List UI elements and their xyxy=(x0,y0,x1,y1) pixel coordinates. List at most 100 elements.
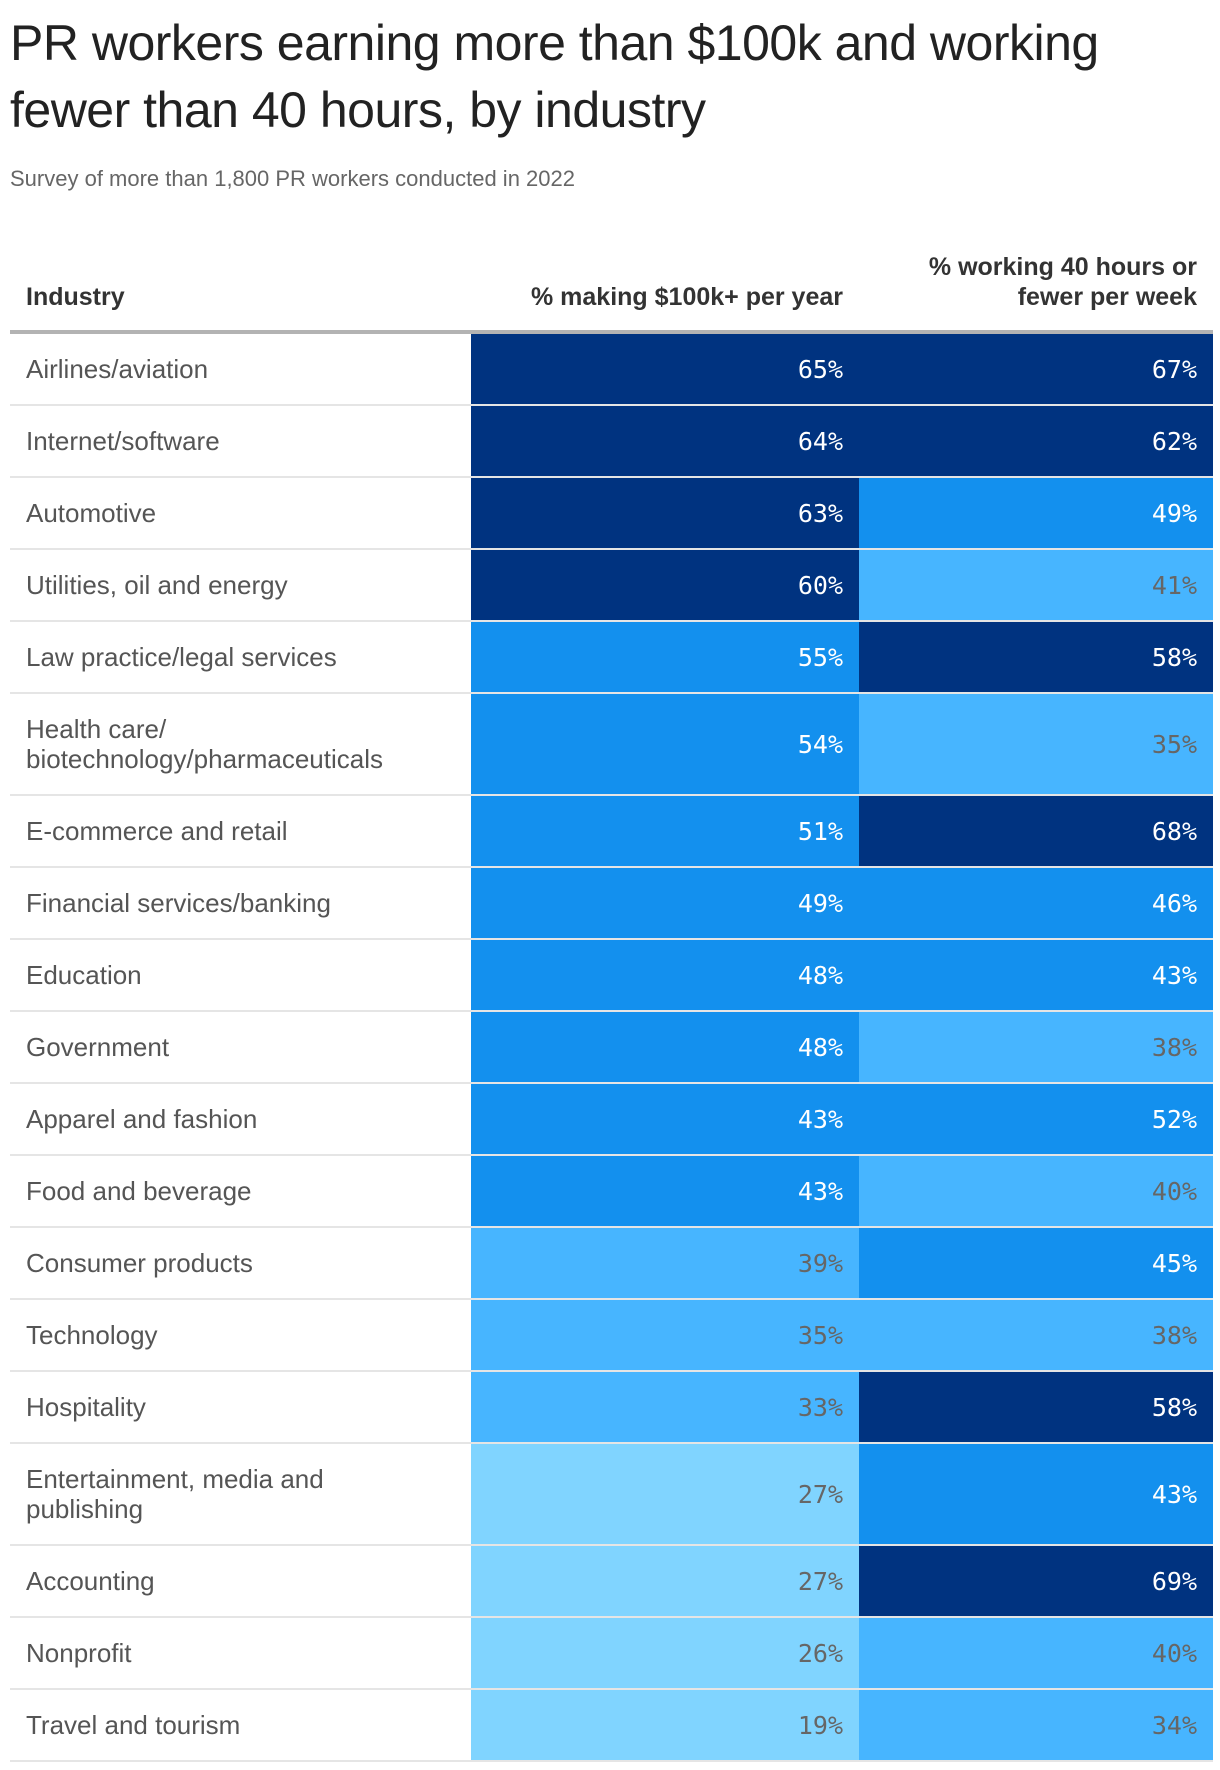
cell-pct-40h: 41% xyxy=(859,550,1213,620)
table-row: Automotive 63% 49% xyxy=(10,478,1213,550)
cell-pct-100k: 33% xyxy=(471,1372,859,1442)
table-row: Hospitality 33% 58% xyxy=(10,1372,1213,1444)
chart-title: PR workers earning more than $100k and w… xyxy=(10,15,1099,138)
value-label: 41% xyxy=(1151,570,1197,600)
value-label: 49% xyxy=(1151,498,1197,528)
table-header: Industry % making $100k+ per year % work… xyxy=(10,238,1213,334)
industry-label: Internet/software xyxy=(26,426,220,456)
cell-pct-100k: 26% xyxy=(471,1618,859,1688)
value-label: 46% xyxy=(1151,888,1197,918)
industry-label: Consumer products xyxy=(26,1248,253,1278)
cell-pct-40h: 45% xyxy=(859,1228,1213,1298)
industry-label: Travel and tourism xyxy=(26,1710,241,1740)
table-row: Entertainment, media and publishing 27% 43… xyxy=(10,1444,1213,1546)
table-row: Government 48% 38% xyxy=(10,1012,1213,1084)
table-row: Internet/software 64% 62% xyxy=(10,406,1213,478)
value-label: 26% xyxy=(797,1638,843,1668)
cell-pct-40h: 43% xyxy=(859,1444,1213,1544)
cell-pct-100k: 19% xyxy=(471,1690,859,1760)
table-row: Nonprofit 26% 40% xyxy=(10,1618,1213,1690)
table-row: Technology 35% 38% xyxy=(10,1300,1213,1372)
industry-label: Government xyxy=(26,1032,170,1062)
table-row: Financial services/banking 49% 46% xyxy=(10,868,1213,940)
value-label: 69% xyxy=(1151,1566,1197,1596)
cell-pct-40h: 69% xyxy=(859,1546,1213,1616)
cell-pct-40h: 52% xyxy=(859,1084,1213,1154)
industry-label: Food and beverage xyxy=(26,1176,252,1206)
value-label: 34% xyxy=(1151,1710,1197,1740)
value-label: 43% xyxy=(1151,1479,1197,1509)
value-label: 48% xyxy=(797,960,843,990)
cell-pct-100k: 48% xyxy=(471,1012,859,1082)
value-label: 62% xyxy=(1151,426,1197,456)
cell-pct-100k: 43% xyxy=(471,1156,859,1226)
value-label: 60% xyxy=(797,570,843,600)
cell-pct-100k: 54% xyxy=(471,694,859,794)
table-body: Airlines/aviation 65% 67% Internet/software… xyxy=(10,334,1213,1762)
cell-pct-100k: 64% xyxy=(471,406,859,476)
value-label: 58% xyxy=(1151,1392,1197,1422)
table-row: Food and beverage 43% 40% xyxy=(10,1156,1213,1228)
cell-pct-40h: 40% xyxy=(859,1618,1213,1688)
industry-label: Technology xyxy=(26,1320,158,1350)
table-row: Consumer products 39% 45% xyxy=(10,1228,1213,1300)
table-row: Accounting 27% 69% xyxy=(10,1546,1213,1618)
value-label: 39% xyxy=(797,1248,843,1278)
industry-label: Nonprofit xyxy=(26,1638,132,1668)
value-label: 65% xyxy=(797,354,843,384)
column-header-100k[interactable]: % making $100k+ per year xyxy=(531,283,843,311)
industry-label: Entertainment, media and publishing xyxy=(26,1464,324,1524)
cell-pct-40h: 38% xyxy=(859,1300,1213,1370)
value-label: 35% xyxy=(797,1320,843,1350)
industry-label: Accounting xyxy=(26,1566,155,1596)
cell-pct-100k: 27% xyxy=(471,1444,859,1544)
chart-subtitle: Survey of more than 1,800 PR workers con… xyxy=(10,166,575,191)
value-label: 63% xyxy=(797,498,843,528)
industry-label: Hospitality xyxy=(26,1392,146,1422)
industry-label: Financial services/banking xyxy=(26,888,331,918)
table-row: Travel and tourism 19% 34% xyxy=(10,1690,1213,1762)
value-label: 45% xyxy=(1151,1248,1197,1278)
value-label: 67% xyxy=(1151,354,1197,384)
value-label: 27% xyxy=(797,1479,843,1509)
industry-label: Automotive xyxy=(26,498,157,528)
industry-label: Airlines/aviation xyxy=(26,354,209,384)
table-row: Law practice/legal services 55% 58% xyxy=(10,622,1213,694)
cell-pct-40h: 58% xyxy=(859,622,1213,692)
table-row: Utilities, oil and energy 60% 41% xyxy=(10,550,1213,622)
value-label: 38% xyxy=(1151,1320,1197,1350)
value-label: 38% xyxy=(1151,1032,1197,1062)
industry-label: Apparel and fashion xyxy=(26,1104,258,1134)
column-header-40h[interactable]: % working 40 hours or fewer per week xyxy=(928,253,1197,311)
data-table: Industry % making $100k+ per year % work… xyxy=(10,238,1213,1762)
value-label: 27% xyxy=(797,1566,843,1596)
value-label: 54% xyxy=(797,729,843,759)
cell-pct-40h: 43% xyxy=(859,940,1213,1010)
cell-pct-40h: 49% xyxy=(859,478,1213,548)
column-header-industry[interactable]: Industry xyxy=(26,283,125,311)
cell-pct-40h: 68% xyxy=(859,796,1213,866)
cell-pct-100k: 43% xyxy=(471,1084,859,1154)
value-label: 58% xyxy=(1151,642,1197,672)
cell-pct-100k: 35% xyxy=(471,1300,859,1370)
value-label: 33% xyxy=(797,1392,843,1422)
cell-pct-100k: 55% xyxy=(471,622,859,692)
industry-label: Law practice/legal services xyxy=(26,642,337,672)
cell-pct-40h: 67% xyxy=(859,334,1213,404)
value-label: 68% xyxy=(1151,816,1197,846)
cell-pct-100k: 65% xyxy=(471,334,859,404)
value-label: 51% xyxy=(797,816,843,846)
industry-label: Health care/ biotechnology/pharmaceutica… xyxy=(26,714,383,774)
cell-pct-100k: 49% xyxy=(471,868,859,938)
value-label: 43% xyxy=(797,1176,843,1206)
cell-pct-40h: 46% xyxy=(859,868,1213,938)
industry-label: Education xyxy=(26,960,142,990)
value-label: 43% xyxy=(797,1104,843,1134)
table-row: Health care/ biotechnology/pharmaceutica… xyxy=(10,694,1213,796)
industry-label: Utilities, oil and energy xyxy=(26,570,288,600)
cell-pct-100k: 27% xyxy=(471,1546,859,1616)
cell-pct-100k: 39% xyxy=(471,1228,859,1298)
table-row: Airlines/aviation 65% 67% xyxy=(10,334,1213,406)
industry-label: E-commerce and retail xyxy=(26,816,288,846)
cell-pct-100k: 63% xyxy=(471,478,859,548)
